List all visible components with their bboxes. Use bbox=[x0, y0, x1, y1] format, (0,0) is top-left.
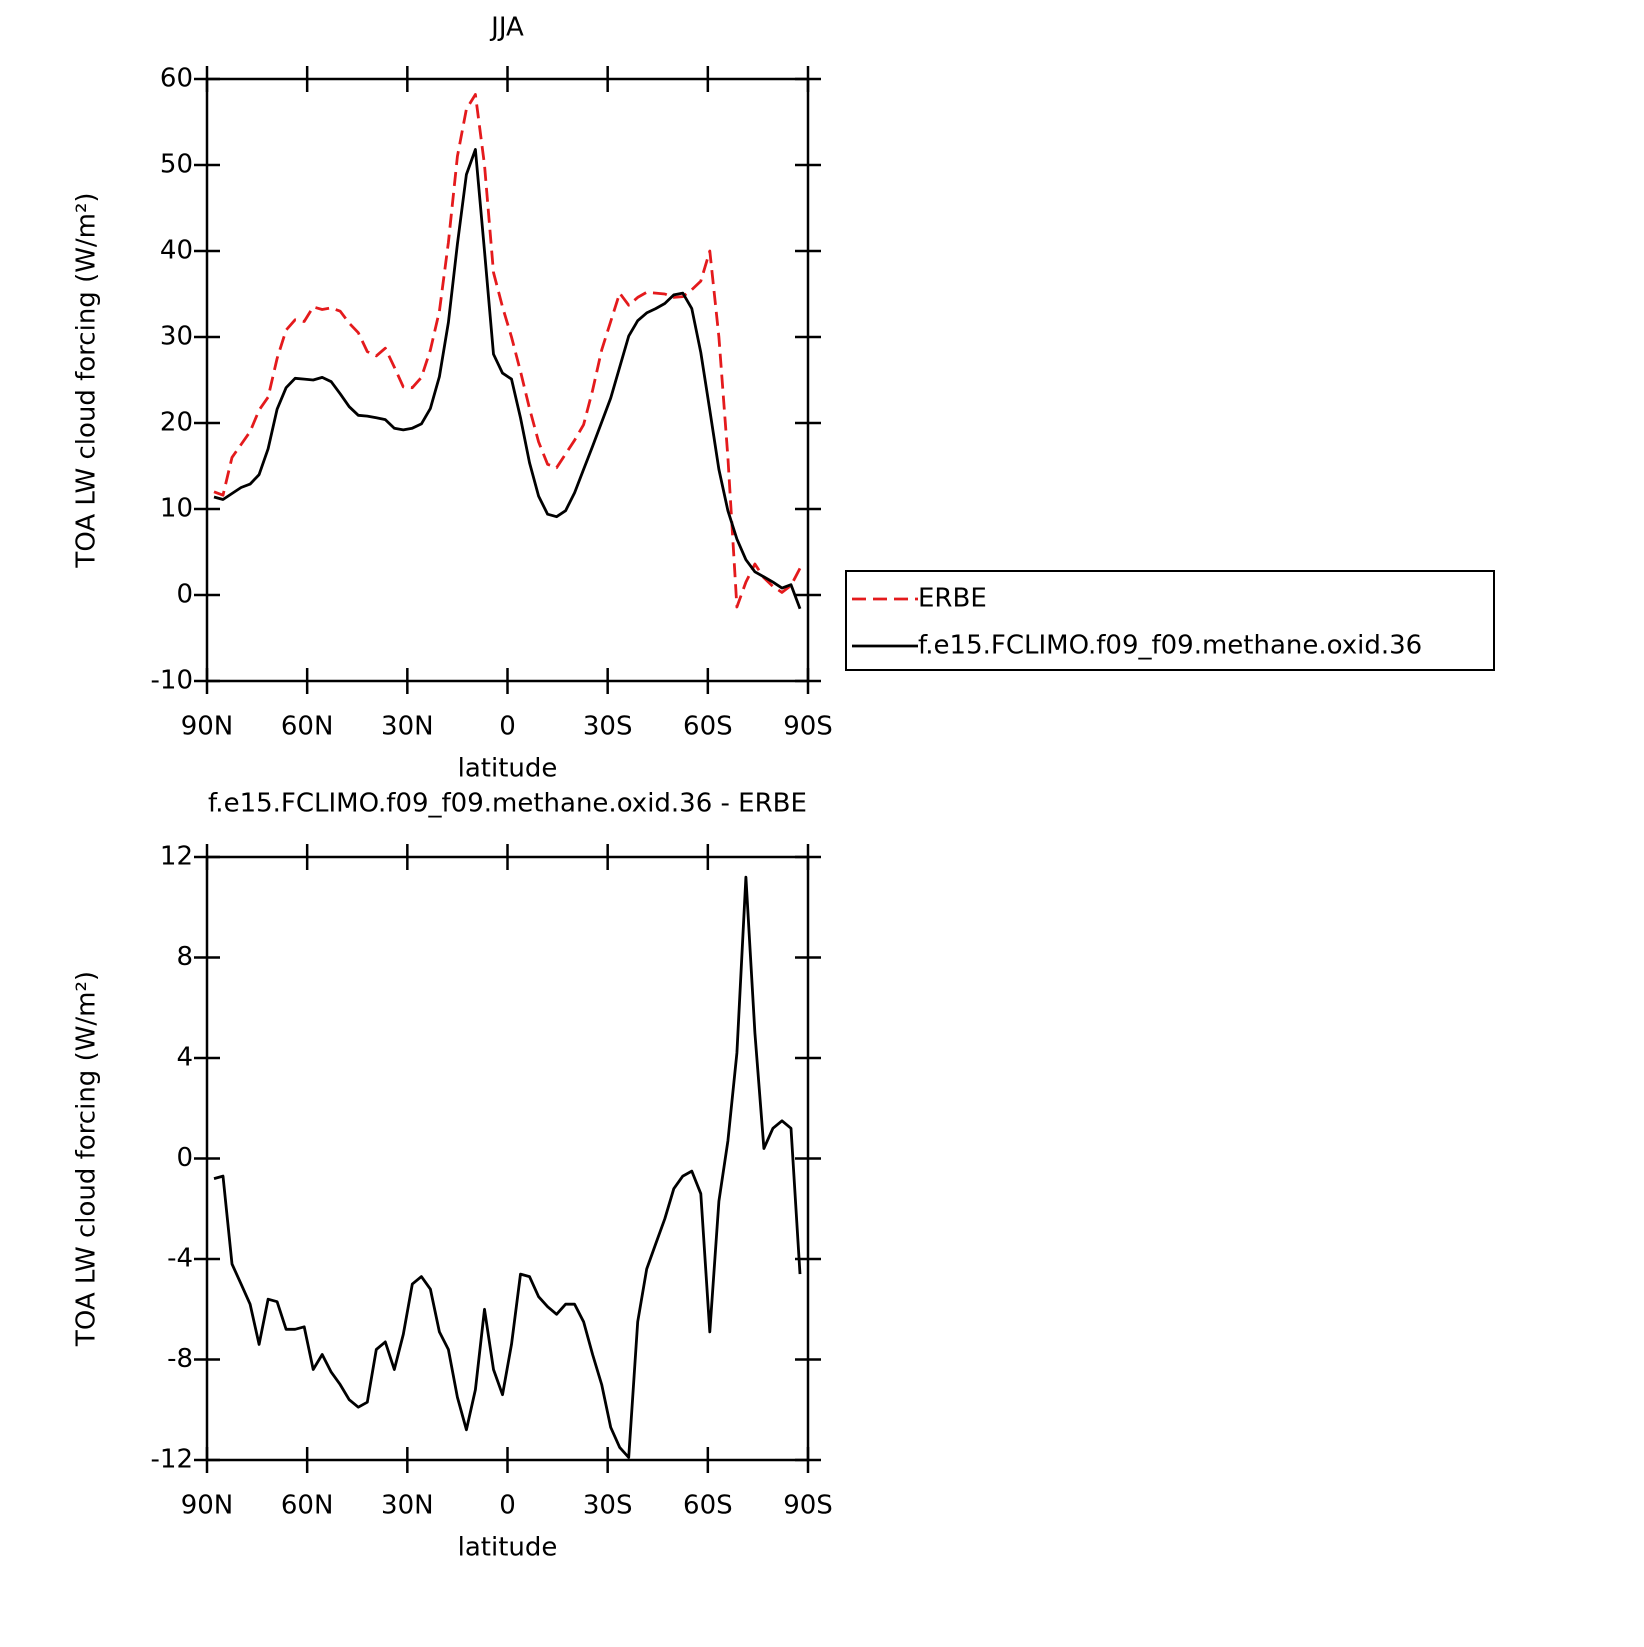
y-tick-label: 0 bbox=[176, 1143, 193, 1173]
y-tick-label: 50 bbox=[160, 150, 193, 180]
x-tick-label: 90N bbox=[181, 712, 234, 742]
legend-label: f.e15.FCLIMO.f09_f09.methane.oxid.36 bbox=[918, 631, 1422, 661]
y-tick-label: 8 bbox=[176, 942, 193, 972]
x-tick-label: 30S bbox=[583, 1491, 633, 1521]
plot-frame bbox=[205, 855, 810, 1462]
y-tick-label: 12 bbox=[160, 842, 193, 872]
x-tick-label: 30N bbox=[381, 1491, 434, 1521]
legend-box bbox=[845, 570, 1495, 671]
data-line bbox=[213, 148, 802, 610]
x-tick-label: 0 bbox=[499, 1491, 516, 1521]
x-tick-label: 60N bbox=[281, 1491, 334, 1521]
x-tick-label: 90S bbox=[783, 712, 833, 742]
y-tick-label: 30 bbox=[160, 322, 193, 352]
x-tick-label: 60S bbox=[683, 712, 733, 742]
y-tick-label: 0 bbox=[176, 580, 193, 610]
x-axis-label: latitude bbox=[458, 1533, 558, 1563]
y-axis-label: TOA LW cloud forcing (W/m²) bbox=[72, 192, 102, 568]
y-tick-label: 4 bbox=[176, 1043, 193, 1073]
y-axis-label: TOA LW cloud forcing (W/m²) bbox=[72, 971, 102, 1347]
legend-label: ERBE bbox=[918, 584, 987, 614]
x-tick-label: 90N bbox=[181, 1491, 234, 1521]
chart-title: f.e15.FCLIMO.f09_f09.methane.oxid.36 - E… bbox=[208, 789, 807, 819]
y-tick-label: -8 bbox=[167, 1344, 193, 1374]
x-tick-label: 60N bbox=[281, 712, 334, 742]
y-tick-label: -10 bbox=[151, 666, 193, 696]
data-line bbox=[213, 93, 802, 609]
x-tick-label: 0 bbox=[499, 712, 516, 742]
y-tick-label: 10 bbox=[160, 494, 193, 524]
x-axis-label: latitude bbox=[458, 754, 558, 784]
y-tick-label: 40 bbox=[160, 236, 193, 266]
y-tick-label: -12 bbox=[151, 1445, 193, 1475]
x-tick-label: 90S bbox=[783, 1491, 833, 1521]
x-tick-label: 30N bbox=[381, 712, 434, 742]
x-tick-label: 30S bbox=[583, 712, 633, 742]
y-tick-label: 20 bbox=[160, 408, 193, 438]
y-tick-label: -4 bbox=[167, 1244, 193, 1274]
chart-title: JJA bbox=[489, 13, 524, 43]
data-line bbox=[213, 875, 802, 1459]
y-tick-label: 60 bbox=[160, 64, 193, 94]
plot-frame bbox=[205, 77, 810, 683]
x-tick-label: 60S bbox=[683, 1491, 733, 1521]
